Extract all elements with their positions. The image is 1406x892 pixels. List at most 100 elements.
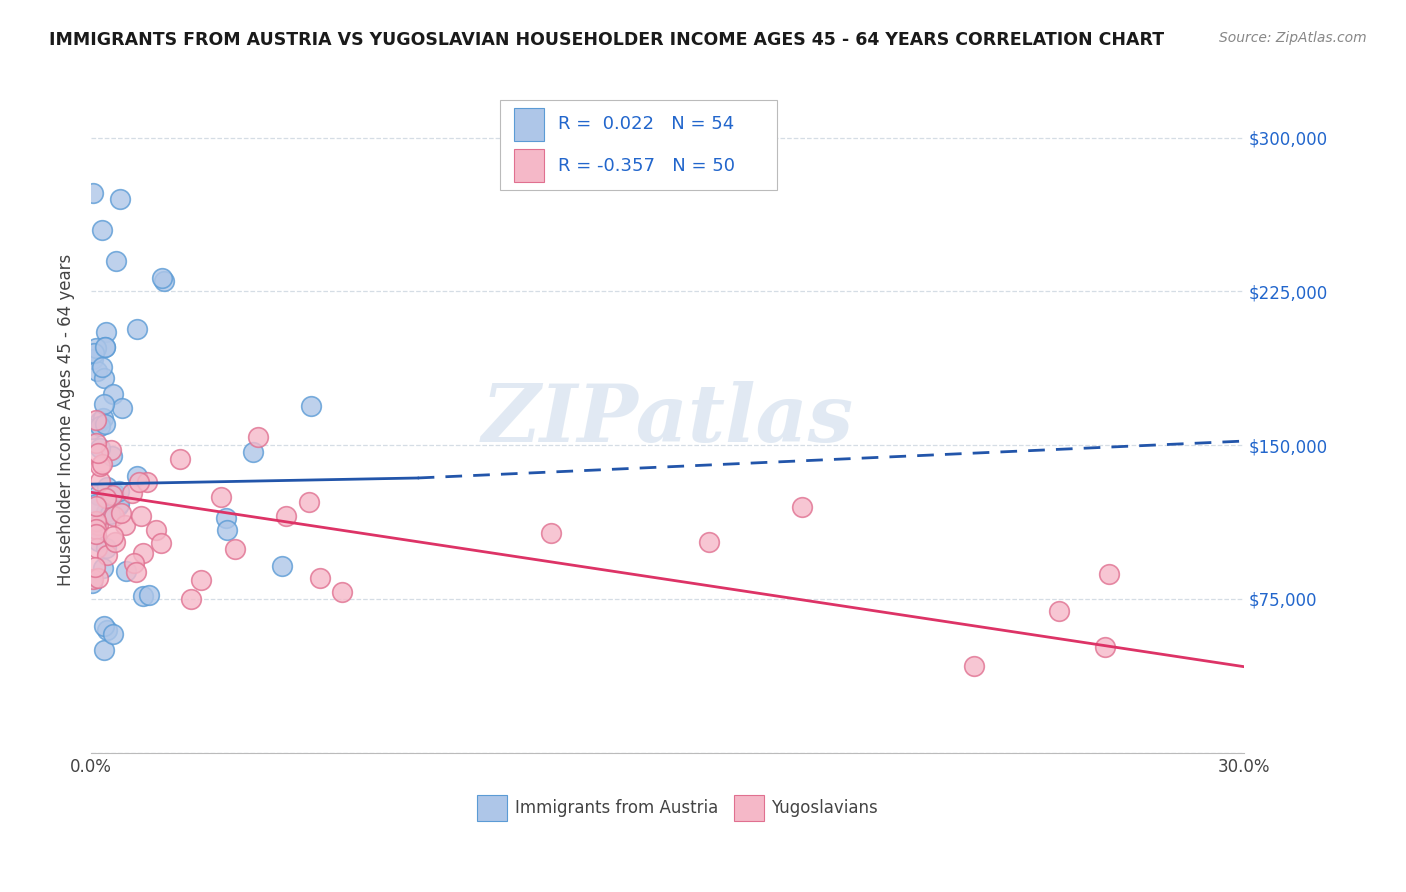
Point (87, 533, 110, 548)
Point (131, 590, 153, 604)
Point (89, 418, 111, 433)
Point (104, 253, 127, 268)
Point (132, 546, 155, 560)
Point (96, 548, 118, 562)
Point (190, 573, 212, 587)
Point (87, 571, 110, 585)
Point (93, 370, 115, 384)
Point (103, 509, 125, 524)
Point (84, 527, 107, 541)
Point (224, 541, 246, 556)
Point (91, 359, 114, 374)
Point (93, 618, 115, 632)
Text: R =  0.022   N = 54: R = 0.022 N = 54 (558, 115, 734, 134)
Point (1094, 640, 1116, 654)
Point (101, 529, 124, 543)
FancyBboxPatch shape (734, 795, 765, 822)
Point (1047, 604, 1070, 618)
Point (87, 518, 110, 533)
Y-axis label: Householder Income Ages 45 - 64 years: Householder Income Ages 45 - 64 years (58, 253, 75, 586)
Point (242, 444, 264, 458)
Point (82, 352, 104, 367)
Point (246, 429, 269, 443)
Point (93, 643, 115, 657)
Point (86, 364, 108, 378)
Point (84, 515, 107, 529)
Point (127, 469, 149, 483)
Point (100, 507, 122, 521)
Point (115, 565, 138, 579)
Point (215, 510, 238, 524)
Point (136, 475, 159, 490)
Point (298, 494, 321, 508)
FancyBboxPatch shape (501, 100, 778, 190)
Point (697, 535, 720, 549)
Point (96, 623, 118, 637)
Point (91, 411, 114, 425)
Point (274, 508, 297, 523)
Point (101, 627, 124, 641)
Point (84, 514, 107, 528)
Text: Yugoslavians: Yugoslavians (770, 799, 877, 817)
Point (82, 186, 104, 200)
Point (127, 322, 149, 336)
Point (111, 401, 134, 416)
Point (309, 571, 332, 585)
Point (104, 534, 127, 549)
Point (89, 474, 111, 488)
Point (97, 507, 120, 521)
Point (128, 475, 150, 489)
Point (107, 499, 129, 513)
Point (101, 449, 124, 463)
Point (94, 341, 117, 355)
Point (1098, 567, 1121, 582)
Point (217, 523, 239, 537)
Point (103, 486, 125, 500)
Point (89, 459, 111, 474)
Point (179, 591, 201, 606)
Point (121, 486, 143, 500)
Point (138, 588, 160, 602)
Point (101, 387, 124, 401)
Point (84, 560, 107, 574)
Point (169, 452, 191, 467)
Point (150, 536, 173, 550)
Point (114, 517, 136, 532)
Point (84, 435, 107, 450)
Point (96, 505, 118, 519)
Point (96, 480, 118, 494)
Point (89, 413, 111, 427)
Point (110, 507, 132, 521)
Point (330, 585, 353, 599)
Point (89, 441, 111, 455)
Point (84, 499, 107, 513)
Point (100, 488, 122, 502)
FancyBboxPatch shape (515, 108, 544, 141)
Point (86, 488, 108, 502)
Text: Immigrants from Austria: Immigrants from Austria (515, 799, 718, 817)
Point (87, 446, 110, 460)
Point (84, 522, 107, 536)
Point (93, 397, 115, 411)
Point (153, 274, 176, 288)
Point (91, 561, 114, 575)
Point (122, 556, 145, 570)
Point (84, 341, 107, 355)
Point (84, 497, 107, 511)
Point (93, 340, 115, 354)
Point (150, 270, 173, 285)
Point (110, 192, 132, 206)
Point (124, 565, 146, 579)
Point (108, 484, 131, 499)
Point (209, 490, 232, 504)
Point (86, 541, 108, 555)
Point (131, 508, 153, 523)
Point (82, 576, 104, 591)
Point (108, 497, 131, 511)
Point (94, 326, 117, 340)
Point (145, 523, 167, 537)
FancyBboxPatch shape (515, 149, 544, 183)
Point (91, 457, 114, 471)
Point (82, 422, 104, 436)
Point (271, 558, 294, 573)
